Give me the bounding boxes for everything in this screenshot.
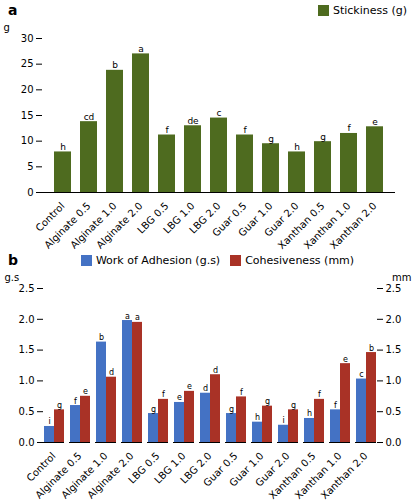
svg-text:0.5: 0.5: [386, 406, 402, 417]
svg-text:1.0: 1.0: [19, 375, 35, 386]
svg-text:e: e: [343, 355, 348, 364]
svg-text:de: de: [187, 116, 199, 126]
svg-text:g: g: [265, 397, 270, 406]
svg-text:0: 0: [27, 187, 33, 198]
svg-text:b: b: [112, 60, 118, 70]
svg-text:c: c: [217, 108, 222, 118]
svg-text:f: f: [165, 125, 169, 135]
svg-text:i: i: [282, 416, 284, 425]
svg-text:b: b: [369, 344, 374, 353]
svg-text:f: f: [162, 390, 165, 399]
svg-text:g: g: [268, 134, 274, 144]
html-text:b: b: [8, 252, 18, 268]
html-text:Cohesiveness (mm): Cohesiveness (mm): [245, 253, 355, 267]
svg-text:2.5: 2.5: [386, 283, 402, 294]
svg-text:g: g: [320, 132, 326, 142]
svg-text:25: 25: [21, 58, 34, 69]
svg-text:g: g: [4, 22, 10, 33]
svg-text:LBG 0.5: LBG 0.5: [126, 450, 162, 486]
svg-text:f: f: [243, 125, 247, 135]
svg-text:mm: mm: [392, 272, 411, 283]
svg-text:Guar 1.0: Guar 1.0: [236, 200, 275, 239]
svg-text:a: a: [125, 312, 130, 321]
svg-text:Guar 0.5: Guar 0.5: [210, 200, 249, 239]
svg-text:Guar 1.0: Guar 1.0: [227, 450, 266, 489]
svg-text:h: h: [307, 409, 312, 418]
svg-text:f: f: [347, 123, 351, 133]
svg-text:1.5: 1.5: [386, 344, 402, 355]
svg-text:cd: cd: [84, 112, 95, 122]
svg-text:LBG 0.5: LBG 0.5: [135, 200, 171, 236]
svg-text:5: 5: [27, 161, 33, 172]
html-text:Work of Adhesion (g.s): Work of Adhesion (g.s): [95, 253, 221, 267]
svg-text:LBG 2.0: LBG 2.0: [178, 450, 214, 486]
svg-text:g: g: [57, 401, 62, 410]
svg-text:d: d: [203, 384, 208, 393]
svg-text:i: i: [48, 417, 50, 426]
svg-text:0.0: 0.0: [386, 437, 402, 448]
svg-text:Control: Control: [24, 450, 58, 484]
svg-text:30: 30: [21, 33, 34, 44]
svg-text:h: h: [60, 142, 66, 152]
svg-text:15: 15: [21, 110, 34, 121]
svg-text:f: f: [74, 397, 77, 406]
svg-text:d: d: [109, 368, 114, 377]
svg-text:f: f: [240, 388, 243, 397]
svg-text:20: 20: [21, 84, 34, 95]
svg-text:LBG 2.0: LBG 2.0: [187, 200, 223, 236]
svg-text:Control: Control: [33, 200, 67, 234]
svg-text:10: 10: [21, 135, 34, 146]
svg-text:g: g: [229, 405, 234, 414]
svg-text:1.0: 1.0: [386, 375, 402, 386]
svg-text:e: e: [83, 387, 88, 396]
svg-text:b: b: [99, 333, 104, 342]
svg-text:d: d: [213, 366, 218, 375]
svg-text:e: e: [372, 117, 378, 127]
svg-text:2.5: 2.5: [19, 283, 35, 294]
svg-text:g: g: [151, 405, 156, 414]
svg-text:Xanthan 2.0: Xanthan 2.0: [328, 200, 379, 250]
html-text:a: a: [8, 2, 18, 18]
svg-text:2.0: 2.0: [19, 314, 35, 325]
svg-text:LBG 1.0: LBG 1.0: [161, 200, 197, 236]
svg-text:LBG 1.0: LBG 1.0: [152, 450, 188, 486]
svg-text:0.0: 0.0: [19, 437, 35, 448]
svg-text:e: e: [187, 382, 192, 391]
svg-text:f: f: [318, 390, 321, 399]
svg-text:g.s: g.s: [5, 272, 20, 283]
svg-text:f: f: [334, 401, 337, 410]
html-text:Stickiness (g): Stickiness (g): [332, 3, 407, 17]
svg-text:a: a: [135, 313, 140, 322]
svg-text:a: a: [138, 44, 144, 54]
svg-text:Guar 2.0: Guar 2.0: [253, 450, 292, 489]
svg-text:Guar 2.0: Guar 2.0: [262, 200, 301, 239]
svg-text:g: g: [291, 401, 296, 410]
svg-text:h: h: [294, 142, 300, 152]
svg-text:0.5: 0.5: [19, 406, 35, 417]
svg-text:e: e: [177, 393, 182, 402]
svg-text:Xanthan 2.0: Xanthan 2.0: [319, 450, 370, 500]
svg-text:c: c: [359, 370, 363, 379]
svg-text:Guar 0.5: Guar 0.5: [201, 450, 240, 489]
svg-text:h: h: [255, 413, 260, 422]
svg-text:1.5: 1.5: [19, 344, 35, 355]
svg-text:2.0: 2.0: [386, 314, 402, 325]
